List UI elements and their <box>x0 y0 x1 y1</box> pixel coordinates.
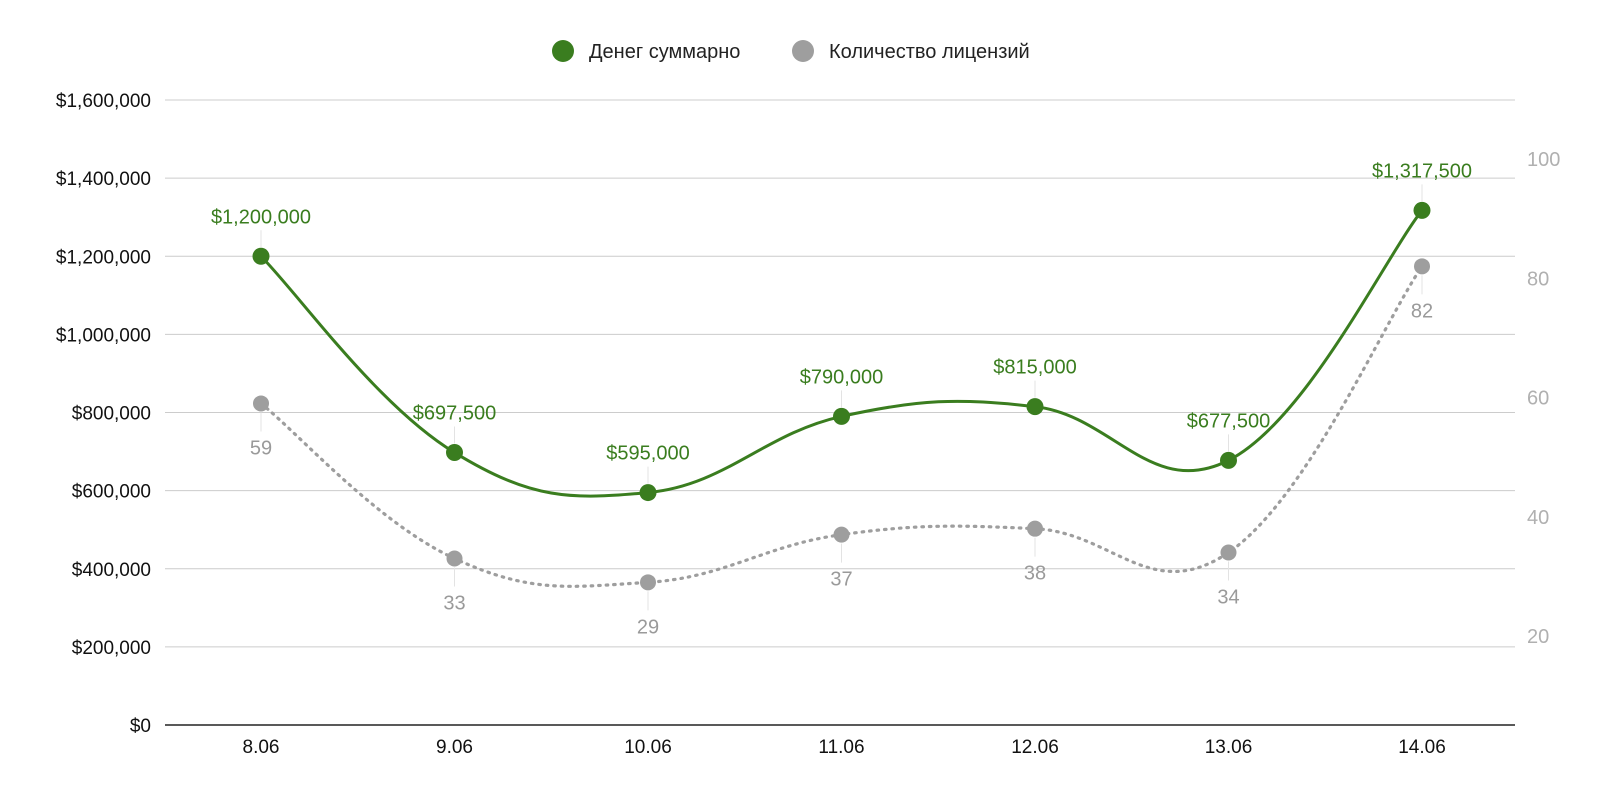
licenses-point[interactable] <box>833 526 850 543</box>
licenses-data-label: 33 <box>443 592 465 614</box>
licenses-data-label: 37 <box>830 569 852 591</box>
data-labels: 59 33 29 37 38 34 82 $1,200,000 $697,500 $595,000… <box>211 160 1472 638</box>
x-axis: 8.06 9.06 10.06 11.06 12.06 13.06 14.06 <box>243 737 1446 758</box>
licenses-data-label: 38 <box>1024 563 1046 585</box>
money-data-label: $815,000 <box>993 357 1076 379</box>
licenses-point[interactable] <box>640 574 656 591</box>
licenses-data-label: 59 <box>250 437 272 459</box>
data-label-leaders <box>260 184 1423 611</box>
x-tick-label: 12.06 <box>1011 737 1059 758</box>
money-point[interactable] <box>639 484 657 502</box>
licenses-point[interactable] <box>1220 544 1237 561</box>
money-data-label: $677,500 <box>1187 410 1270 432</box>
x-tick-label: 11.06 <box>818 737 864 758</box>
y-left-tick-label: $800,000 <box>72 404 151 425</box>
x-tick-label: 13.06 <box>1205 737 1253 758</box>
money-point[interactable] <box>1220 451 1237 469</box>
series-money <box>252 201 1431 502</box>
licenses-data-label: 82 <box>1411 300 1433 322</box>
y-right-tick-label: 20 <box>1527 626 1549 648</box>
money-line <box>259 209 1424 498</box>
licenses-point[interactable] <box>1027 520 1043 537</box>
y-right-tick-label: 40 <box>1527 507 1549 529</box>
y-left-tick-label: $1,200,000 <box>56 247 151 268</box>
legend-label-money: Денег суммарно <box>589 41 740 63</box>
money-data-label: $1,317,500 <box>1372 160 1472 182</box>
money-point[interactable] <box>252 247 270 265</box>
x-tick-label: 14.06 <box>1398 737 1446 758</box>
right-y-axis: 20 40 60 80 100 <box>1527 149 1560 648</box>
series-licenses <box>253 258 1430 591</box>
licenses-point[interactable] <box>1414 258 1430 275</box>
y-left-tick-label: $0 <box>130 716 151 737</box>
y-left-tick-label: $1,400,000 <box>56 169 151 190</box>
y-left-tick-label: $1,000,000 <box>56 325 151 346</box>
money-point[interactable] <box>446 444 463 462</box>
money-point[interactable] <box>1026 398 1044 416</box>
licenses-point[interactable] <box>446 550 463 567</box>
licenses-data-label: 29 <box>637 616 659 638</box>
x-tick-label: 9.06 <box>436 737 473 758</box>
money-data-label: $1,200,000 <box>211 206 311 228</box>
y-right-tick-label: 80 <box>1527 268 1549 290</box>
legend-label-licenses: Количество лицензий <box>829 41 1030 63</box>
licenses-data-label: 34 <box>1217 587 1239 609</box>
y-right-tick-label: 60 <box>1527 388 1549 410</box>
chart-legend: Денег суммарно Количество лицензий <box>552 40 1030 63</box>
licenses-point[interactable] <box>253 395 269 412</box>
y-left-tick-label: $600,000 <box>72 482 151 503</box>
x-tick-label: 10.06 <box>624 737 672 758</box>
legend-marker-money <box>552 40 574 62</box>
x-tick-label: 8.06 <box>243 737 280 758</box>
y-left-tick-label: $400,000 <box>72 560 151 581</box>
y-left-tick-label: $200,000 <box>72 638 151 659</box>
money-data-label: $790,000 <box>800 366 883 388</box>
legend-marker-licenses <box>792 40 814 62</box>
y-right-tick-label: 100 <box>1527 149 1560 171</box>
money-point[interactable] <box>1413 201 1431 219</box>
money-data-label: $595,000 <box>606 443 689 465</box>
money-data-label: $697,500 <box>413 403 496 425</box>
left-y-axis: $0 $200,000 $400,000 $600,000 $800,000 $1,000… <box>56 91 151 737</box>
money-point[interactable] <box>833 407 850 425</box>
y-left-tick-label: $1,600,000 <box>56 91 151 112</box>
